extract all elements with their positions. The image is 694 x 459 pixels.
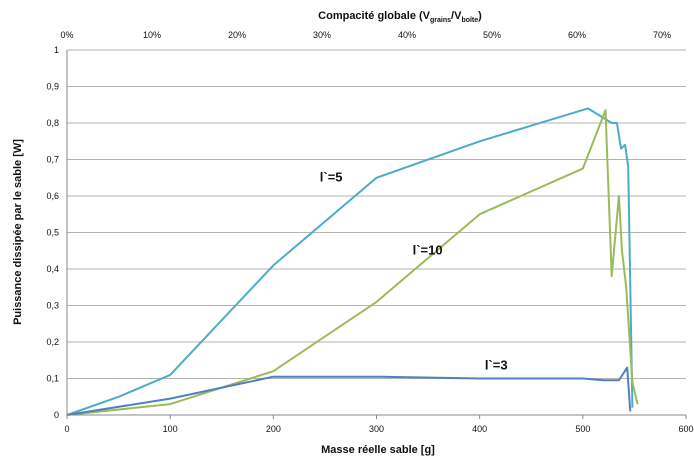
secondary-title-end: ) xyxy=(478,10,482,22)
secondary-x-axis-ticks: 0% 10% 20% 30% 40% 50% 60% 70% xyxy=(60,30,671,40)
series-annotation: l`=10 xyxy=(413,242,443,257)
x-axis-title: Masse réelle sable [g] xyxy=(321,444,435,456)
y-tick-label: 0,6 xyxy=(46,191,59,201)
y-tick-label: 0,1 xyxy=(46,374,59,384)
series-annotation: l`=3 xyxy=(485,357,508,372)
secondary-x-axis-title: Compacité globale (Vgrains/Vboîte) xyxy=(318,10,482,24)
y-tick-label: 0,2 xyxy=(46,337,59,347)
secondary-x-tick-label: 70% xyxy=(653,30,671,40)
secondary-title-sub2: boîte xyxy=(461,17,478,24)
y-tick-label: 0,3 xyxy=(46,301,59,311)
y-tick-label: 0 xyxy=(54,410,59,420)
secondary-x-tick-label: 60% xyxy=(568,30,586,40)
series-line-2 xyxy=(66,109,639,416)
y-tick-label: 1 xyxy=(54,45,59,55)
x-tick-label: 100 xyxy=(163,424,178,434)
y-tick-label: 0,8 xyxy=(46,118,59,128)
secondary-x-tick-label: 50% xyxy=(483,30,501,40)
series-lines xyxy=(66,107,639,416)
series-annotation: l`=5 xyxy=(320,169,343,184)
series-line-1 xyxy=(66,107,634,416)
y-tick-label: 0,7 xyxy=(46,155,59,165)
secondary-title-sub1: grains xyxy=(430,17,451,24)
secondary-x-tick-label: 40% xyxy=(398,30,416,40)
gridlines xyxy=(67,49,686,379)
secondary-x-tick-label: 0% xyxy=(60,30,73,40)
y-tick-label: 0,5 xyxy=(46,228,59,238)
y-tick-label: 0,9 xyxy=(46,82,59,92)
x-tick-label: 300 xyxy=(369,424,384,434)
x-tick-label: 600 xyxy=(678,424,693,434)
y-axis-title: Puissance dissipée par le sable [W] xyxy=(12,139,24,325)
secondary-title-main: Compacité globale (V xyxy=(318,10,431,22)
y-tick-label: 0,4 xyxy=(46,264,59,274)
y-axis-ticks: 0 0,1 0,2 0,3 0,4 0,5 0,6 0,7 0,8 0,9 1 xyxy=(46,45,59,420)
x-axis-ticks: 0 100 200 300 400 500 600 xyxy=(64,415,694,434)
secondary-x-tick-label: 30% xyxy=(313,30,331,40)
annotations: l`=5 l`=10 l`=3 xyxy=(320,169,508,372)
secondary-x-tick-label: 10% xyxy=(143,30,161,40)
series-line-3 xyxy=(66,366,632,416)
x-tick-label: 500 xyxy=(575,424,590,434)
secondary-x-tick-label: 20% xyxy=(228,30,246,40)
x-tick-label: 400 xyxy=(472,424,487,434)
x-tick-label: 200 xyxy=(266,424,281,434)
secondary-title-mid: /V xyxy=(451,10,462,22)
x-tick-label: 0 xyxy=(64,424,69,434)
